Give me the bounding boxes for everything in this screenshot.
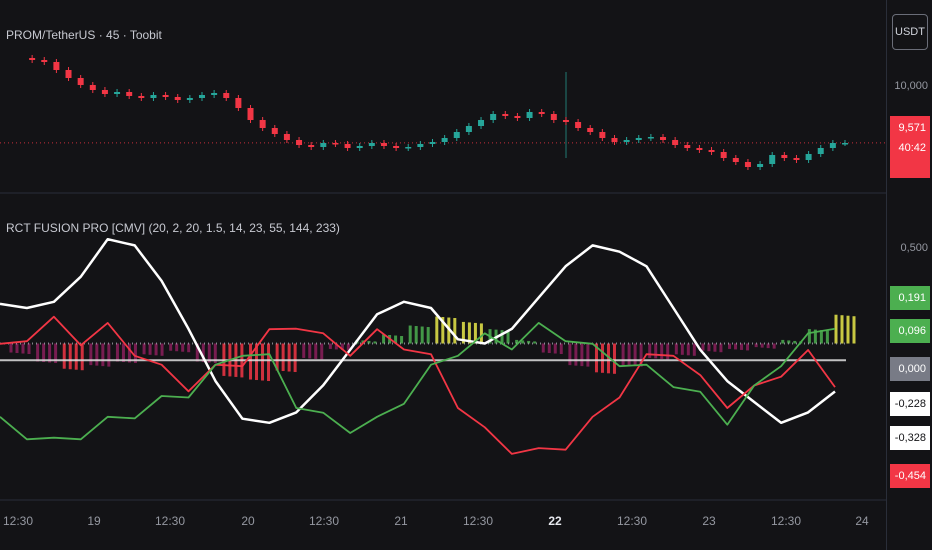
- candle-body: [150, 95, 157, 98]
- value-tag: 0,096: [890, 319, 930, 343]
- candle-body: [368, 143, 375, 146]
- candle-body: [235, 98, 242, 108]
- candle-body: [696, 148, 703, 150]
- candle-body: [793, 158, 800, 160]
- candle-body: [162, 95, 169, 97]
- candle-body: [198, 95, 205, 98]
- time-label: 12:30: [770, 514, 802, 528]
- candle-body: [174, 97, 181, 100]
- candle-body: [259, 120, 266, 128]
- chart-canvas[interactable]: [0, 0, 886, 550]
- time-label: 24: [855, 514, 869, 528]
- value-tag: -0,454: [890, 464, 930, 488]
- candle-body: [65, 70, 72, 78]
- time-label: 21: [394, 514, 408, 528]
- symbol-title: PROM/TetherUS · 45 · Toobit: [6, 28, 162, 42]
- candle-body: [478, 120, 485, 126]
- candle-body: [550, 114, 557, 120]
- time-label: 12:30: [154, 514, 186, 528]
- time-label: 22: [548, 514, 562, 528]
- candle-body: [344, 144, 351, 148]
- candle-body: [271, 128, 278, 134]
- candle-body: [308, 145, 315, 147]
- candle-body: [635, 138, 642, 140]
- candle-body: [77, 78, 84, 85]
- currency-button[interactable]: USDT: [892, 14, 928, 50]
- candle-body: [223, 93, 230, 98]
- candle-body: [599, 132, 606, 138]
- candle-body: [575, 122, 582, 128]
- candle-body: [842, 143, 848, 145]
- candle-body: [89, 85, 96, 90]
- candle-body: [526, 112, 533, 118]
- candle-body: [186, 98, 193, 100]
- time-label: 20: [241, 514, 255, 528]
- time-label: 19: [87, 514, 101, 528]
- time-label: 12:30: [308, 514, 340, 528]
- candle-body: [514, 116, 521, 118]
- time-label: 12:30: [2, 514, 34, 528]
- candle-body: [53, 62, 60, 70]
- candle-body: [611, 138, 618, 142]
- current-price-tag: 9,571 40:42: [890, 116, 930, 178]
- value-tag: 0,000: [890, 357, 930, 381]
- candle-body: [829, 143, 836, 148]
- series-line-green: [0, 322, 836, 441]
- candle-body: [720, 152, 727, 158]
- candle-body: [708, 150, 715, 152]
- candle-body: [562, 120, 569, 122]
- price-level-label: 10,000: [894, 80, 928, 92]
- candle-body: [684, 145, 691, 148]
- candle-body: [101, 90, 108, 94]
- time-label: 12:30: [462, 514, 494, 528]
- time-label: 23: [702, 514, 716, 528]
- series-line-white: [0, 237, 836, 425]
- candle-body: [429, 142, 436, 144]
- candle-body: [502, 114, 509, 116]
- candle-body: [211, 93, 218, 95]
- current-price: 9,571: [898, 122, 926, 134]
- candle-body: [672, 140, 679, 145]
- candle-body: [320, 143, 327, 147]
- value-tag: -0,228: [890, 392, 930, 416]
- candle-body: [441, 138, 448, 142]
- candle-body: [114, 92, 121, 94]
- candle-body: [283, 134, 290, 140]
- candle-body: [29, 58, 36, 60]
- value-tag: 0,191: [890, 286, 930, 310]
- series-line-red: [0, 315, 836, 455]
- candle-body: [332, 143, 339, 145]
- countdown: 40:42: [898, 142, 926, 154]
- candle-body: [247, 108, 254, 120]
- candle-body: [781, 155, 788, 158]
- candle-body: [393, 146, 400, 148]
- candle-body: [805, 154, 812, 160]
- candle-body: [405, 147, 412, 149]
- osc-tick-label: 0,500: [900, 242, 928, 254]
- candle-body: [126, 92, 133, 96]
- candle-body: [380, 143, 387, 146]
- candle-body: [490, 114, 497, 120]
- candle-body: [769, 155, 776, 164]
- candle-body: [296, 140, 303, 145]
- candle-body: [465, 126, 472, 132]
- candle-body: [623, 140, 630, 142]
- candle-body: [732, 158, 739, 162]
- candle-body: [138, 96, 145, 98]
- candle-body: [647, 137, 654, 139]
- candle-body: [453, 132, 460, 138]
- price-axis[interactable]: USDT 10,000 9,571 40:42 0,500 0,191 0,096…: [886, 0, 932, 550]
- candle-body: [587, 128, 594, 132]
- candle-body: [417, 144, 424, 147]
- candle-body: [757, 164, 764, 167]
- candle-body: [356, 146, 363, 148]
- value-tag: -0,328: [890, 426, 930, 450]
- indicator-title: RCT FUSION PRO [CMV] (20, 2, 20, 1.5, 14…: [6, 221, 340, 235]
- candle-body: [41, 60, 48, 62]
- candle-body: [744, 162, 751, 167]
- candle-body: [817, 148, 824, 154]
- candle-body: [660, 137, 667, 140]
- candle-body: [538, 112, 545, 114]
- time-label: 12:30: [616, 514, 648, 528]
